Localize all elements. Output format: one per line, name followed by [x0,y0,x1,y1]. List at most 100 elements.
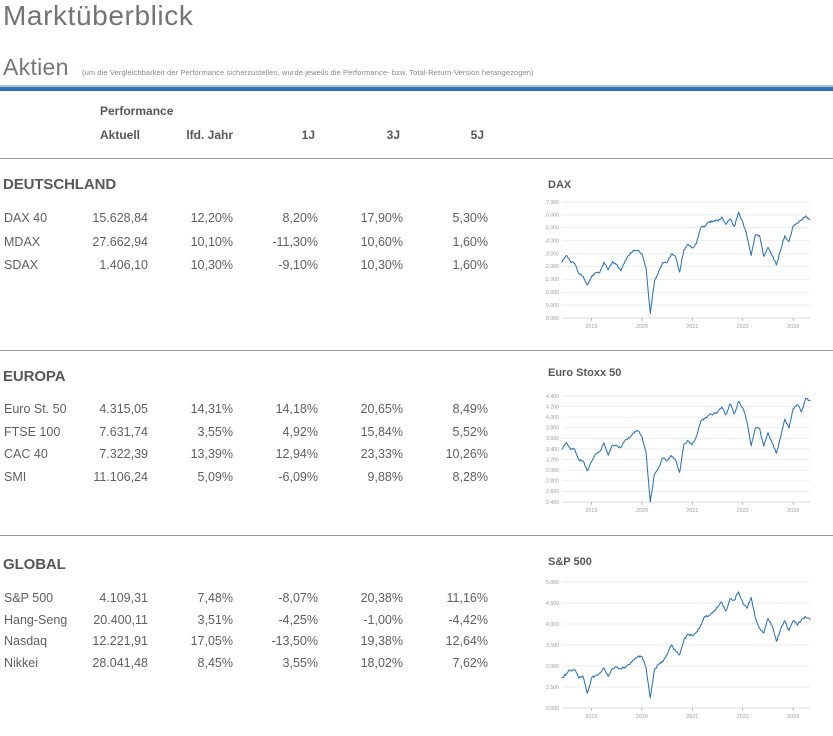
index-name: S&P 500 [4,591,54,605]
column-header-1j: 1J [301,128,315,142]
y-axis-label: 3.500 [546,643,559,649]
value-lfd-jahr: 12,20% [190,211,233,225]
y-axis-label: 11.000 [545,277,559,283]
column-header-3j: 3J [386,128,400,142]
section-heading-europa: EUROPA [3,368,66,385]
y-axis-label: 8.000 [546,316,559,322]
value-5j: 1,60% [452,258,488,272]
index-name: Euro St. 50 [4,402,67,416]
y-axis-label: 13.000 [545,251,559,257]
x-axis-label: 2019 [585,324,597,330]
y-axis-label: 4.000 [546,622,559,628]
column-header-aktuell: Aktuell [100,128,141,142]
value-aktuell: 11.106,24 [93,469,148,484]
value-lfd-jahr: 3,55% [197,424,233,439]
table-row-ftse-100: FTSE 100 7.631,74 3,55% 4,92% 15,84% 5,52% [4,424,488,440]
y-axis-label: 3.000 [546,664,559,670]
y-axis-label: 15.000 [545,226,559,232]
divider [0,158,833,159]
index-name: Nikkei [4,656,39,671]
column-header-5j: 5J [470,128,484,142]
y-axis-label: 10.000 [545,290,559,296]
table-row-mdax: MDAX 27.662,94 10,10% -11,30% 10,60% 1,60% [4,234,488,250]
value-1j: -8,07% [278,591,318,605]
x-axis-label: 2022 [737,714,749,720]
price-line [561,591,811,699]
y-axis-label: 4.200 [546,404,559,410]
section-heading-deutschland: DEUTSCHLAND [3,176,117,193]
value-5j: 5,52% [452,424,488,439]
value-1j: 12,94% [275,447,318,461]
value-5j: 5,30% [452,211,488,225]
value-1j: -4,25% [278,612,318,627]
y-axis-label: 2.500 [546,685,559,691]
page-title: Marktüberblick [3,0,194,31]
y-axis-label: 3.600 [546,436,559,442]
table-row-euro-st-50: Euro St. 50 4.315,05 14,31% 14,18% 20,65% 8,4… [4,401,488,417]
value-5j: 7,62% [452,656,488,671]
value-1j: 4,92% [282,424,318,439]
value-3j: 20,38% [360,591,403,605]
value-3j: 9,88% [367,469,403,484]
y-axis-label: 3.000 [546,468,559,474]
value-1j: -13,50% [271,634,318,649]
x-axis-label: 2020 [636,508,648,514]
y-axis-label: 2.600 [546,489,559,495]
divider [0,350,833,351]
section-heading-global: GLOBAL [3,556,66,573]
value-3j: 18,02% [360,656,403,671]
value-3j: 10,60% [360,234,403,249]
y-axis-label: 3.800 [546,426,559,432]
value-1j: 3,55% [282,656,318,671]
value-aktuell: 12.221,91 [92,634,148,649]
value-aktuell: 7.631,74 [99,424,148,439]
chart-title: DAX [548,179,572,191]
table-row-hang-seng: Hang-Seng 20.400,11 3,51% -4,25% -1,00% -4,42… [4,612,488,628]
y-axis-label: 17.000 [545,200,559,206]
y-axis-label: 9.000 [546,303,559,309]
value-aktuell: 1.406,10 [99,258,148,272]
price-line [561,397,811,503]
value-aktuell: 27.662,94 [92,234,148,249]
y-axis-label: 2.800 [546,479,559,485]
index-name: MDAX [4,234,41,249]
value-5j: 8,28% [452,469,488,484]
table-row-dax-40: DAX 40 15.628,84 12,20% 8,20% 17,90% 5,30% [4,210,488,226]
y-axis-label: 2.000 [546,706,559,712]
value-aktuell: 4.109,31 [99,591,148,605]
value-1j: -9,10% [278,258,318,272]
value-aktuell: 7.322,39 [99,447,148,461]
x-axis-label: 2021 [686,714,698,720]
value-3j: 15,84% [360,424,403,439]
index-name: Nasdaq [4,634,48,649]
index-name: DAX 40 [4,211,48,225]
value-lfd-jahr: 14,31% [190,402,233,416]
section-title-aktien: Aktien [3,54,69,80]
value-1j: -11,30% [272,234,318,249]
section-note: (um die Vergleichbarkeit der Performance… [82,68,534,77]
value-5j: 10,26% [445,447,488,461]
chart-canvas: 4.400 4.200 4.000 3.800 3.600 3.400 3.200 3.000… [546,394,811,514]
value-5j: -4,42% [448,612,488,627]
value-aktuell: 15.628,84 [92,211,148,225]
index-name: SDAX [4,258,39,272]
value-aktuell: 20.400,11 [93,612,148,627]
chart-dax: DAX17.00016.00015.00014.00013.00012.0001… [545,179,833,336]
value-3j: 23,33% [360,447,403,461]
value-1j: 8,20% [282,211,318,225]
value-5j: 1,60% [452,234,488,249]
value-aktuell: 28.041,48 [92,656,148,671]
value-3j: 10,30% [360,258,403,272]
y-axis-label: 2.400 [546,500,559,506]
y-axis-label: 4.000 [546,415,559,421]
value-aktuell: 4.315,05 [99,402,148,416]
y-axis-label: 16.000 [545,213,559,219]
value-3j: -1,00% [363,612,403,627]
column-group-header: Performance [100,104,174,118]
accent-bar [0,85,833,91]
index-name: FTSE 100 [4,424,61,439]
value-lfd-jahr: 17,05% [190,634,233,649]
value-lfd-jahr: 10,10% [190,234,233,249]
value-5j: 8,49% [452,402,488,416]
